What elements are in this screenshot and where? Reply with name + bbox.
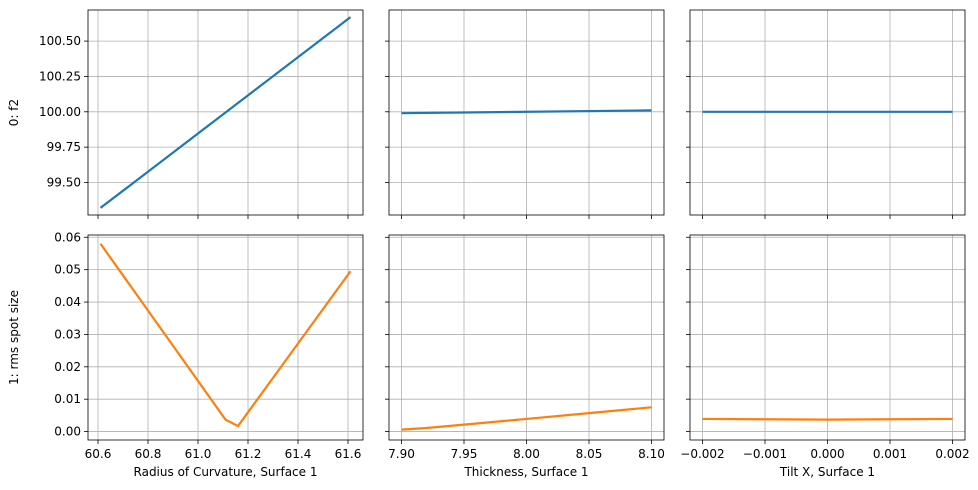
y-tick-label: 100.25 (39, 69, 81, 83)
y-axis-label: 0: f2 (7, 99, 21, 126)
y-tick-label: 0.00 (54, 425, 81, 439)
y-tick-label: 0.06 (54, 230, 81, 244)
x-tick-label: 61.4 (285, 447, 312, 461)
y-tick-label: 100.00 (39, 105, 81, 119)
subplot-r1-c1: 7.90 7.95 8.00 8.05 8.10 Thickness, Surface 1 (385, 234, 665, 479)
axes-frame (87, 9, 364, 216)
y-tick-label: 100.50 (39, 34, 81, 48)
x-tick-label: 61.0 (185, 447, 212, 461)
x-tick-label: 60.8 (135, 447, 162, 461)
y-tick-label: 0.04 (54, 295, 81, 309)
series-line (401, 109, 652, 115)
x-tick-label: 0.002 (935, 447, 969, 461)
x-tick-label: 8.05 (576, 447, 603, 461)
x-tick-label: 0.000 (810, 447, 844, 461)
series-line (99, 16, 352, 209)
y-tick-label: 99.75 (47, 140, 81, 154)
subplot-r0-c1 (385, 9, 665, 219)
y-tick-label: 99.50 (47, 175, 81, 189)
y-tick-label: 0.02 (54, 360, 81, 374)
series-line (401, 406, 652, 431)
y-tick-label: 0.05 (54, 263, 81, 277)
y-axis-label: 1: rms spot size (7, 290, 21, 385)
x-tick-label: 7.95 (451, 447, 478, 461)
subplot-r1-c2: −0.002 −0.001 0.000 0.001 0.002 Tilt X, Surfa… (680, 234, 970, 479)
subplot-r0-c0: 99.50 99.75 100.00 100.25 100.50 0: f2 (7, 9, 364, 219)
x-tick-label: −0.002 (680, 447, 724, 461)
subplot-r0-c2 (686, 9, 966, 219)
series-line (99, 243, 352, 428)
subplot-r1-c0: 60.6 60.8 61.0 61.2 61.4 61.6 0.00 0.01 0.02 0.03… (7, 230, 364, 479)
x-tick-label: 61.2 (235, 447, 262, 461)
x-tick-label: −0.001 (743, 447, 787, 461)
x-tick-label: 61.6 (335, 447, 362, 461)
y-tick-label: 0.03 (54, 327, 81, 341)
x-axis-label: Thickness, Surface 1 (463, 465, 588, 479)
x-axis-label: Tilt X, Surface 1 (779, 465, 875, 479)
x-tick-label: 8.10 (638, 447, 665, 461)
x-tick-label: 60.6 (85, 447, 112, 461)
x-axis-label: Radius of Curvature, Surface 1 (134, 465, 318, 479)
x-tick-label: 7.90 (388, 447, 415, 461)
y-tick-label: 0.01 (54, 392, 81, 406)
axes-frame (87, 234, 364, 441)
series-line (702, 417, 953, 421)
x-tick-label: 8.00 (513, 447, 540, 461)
x-tick-label: 0.001 (873, 447, 907, 461)
